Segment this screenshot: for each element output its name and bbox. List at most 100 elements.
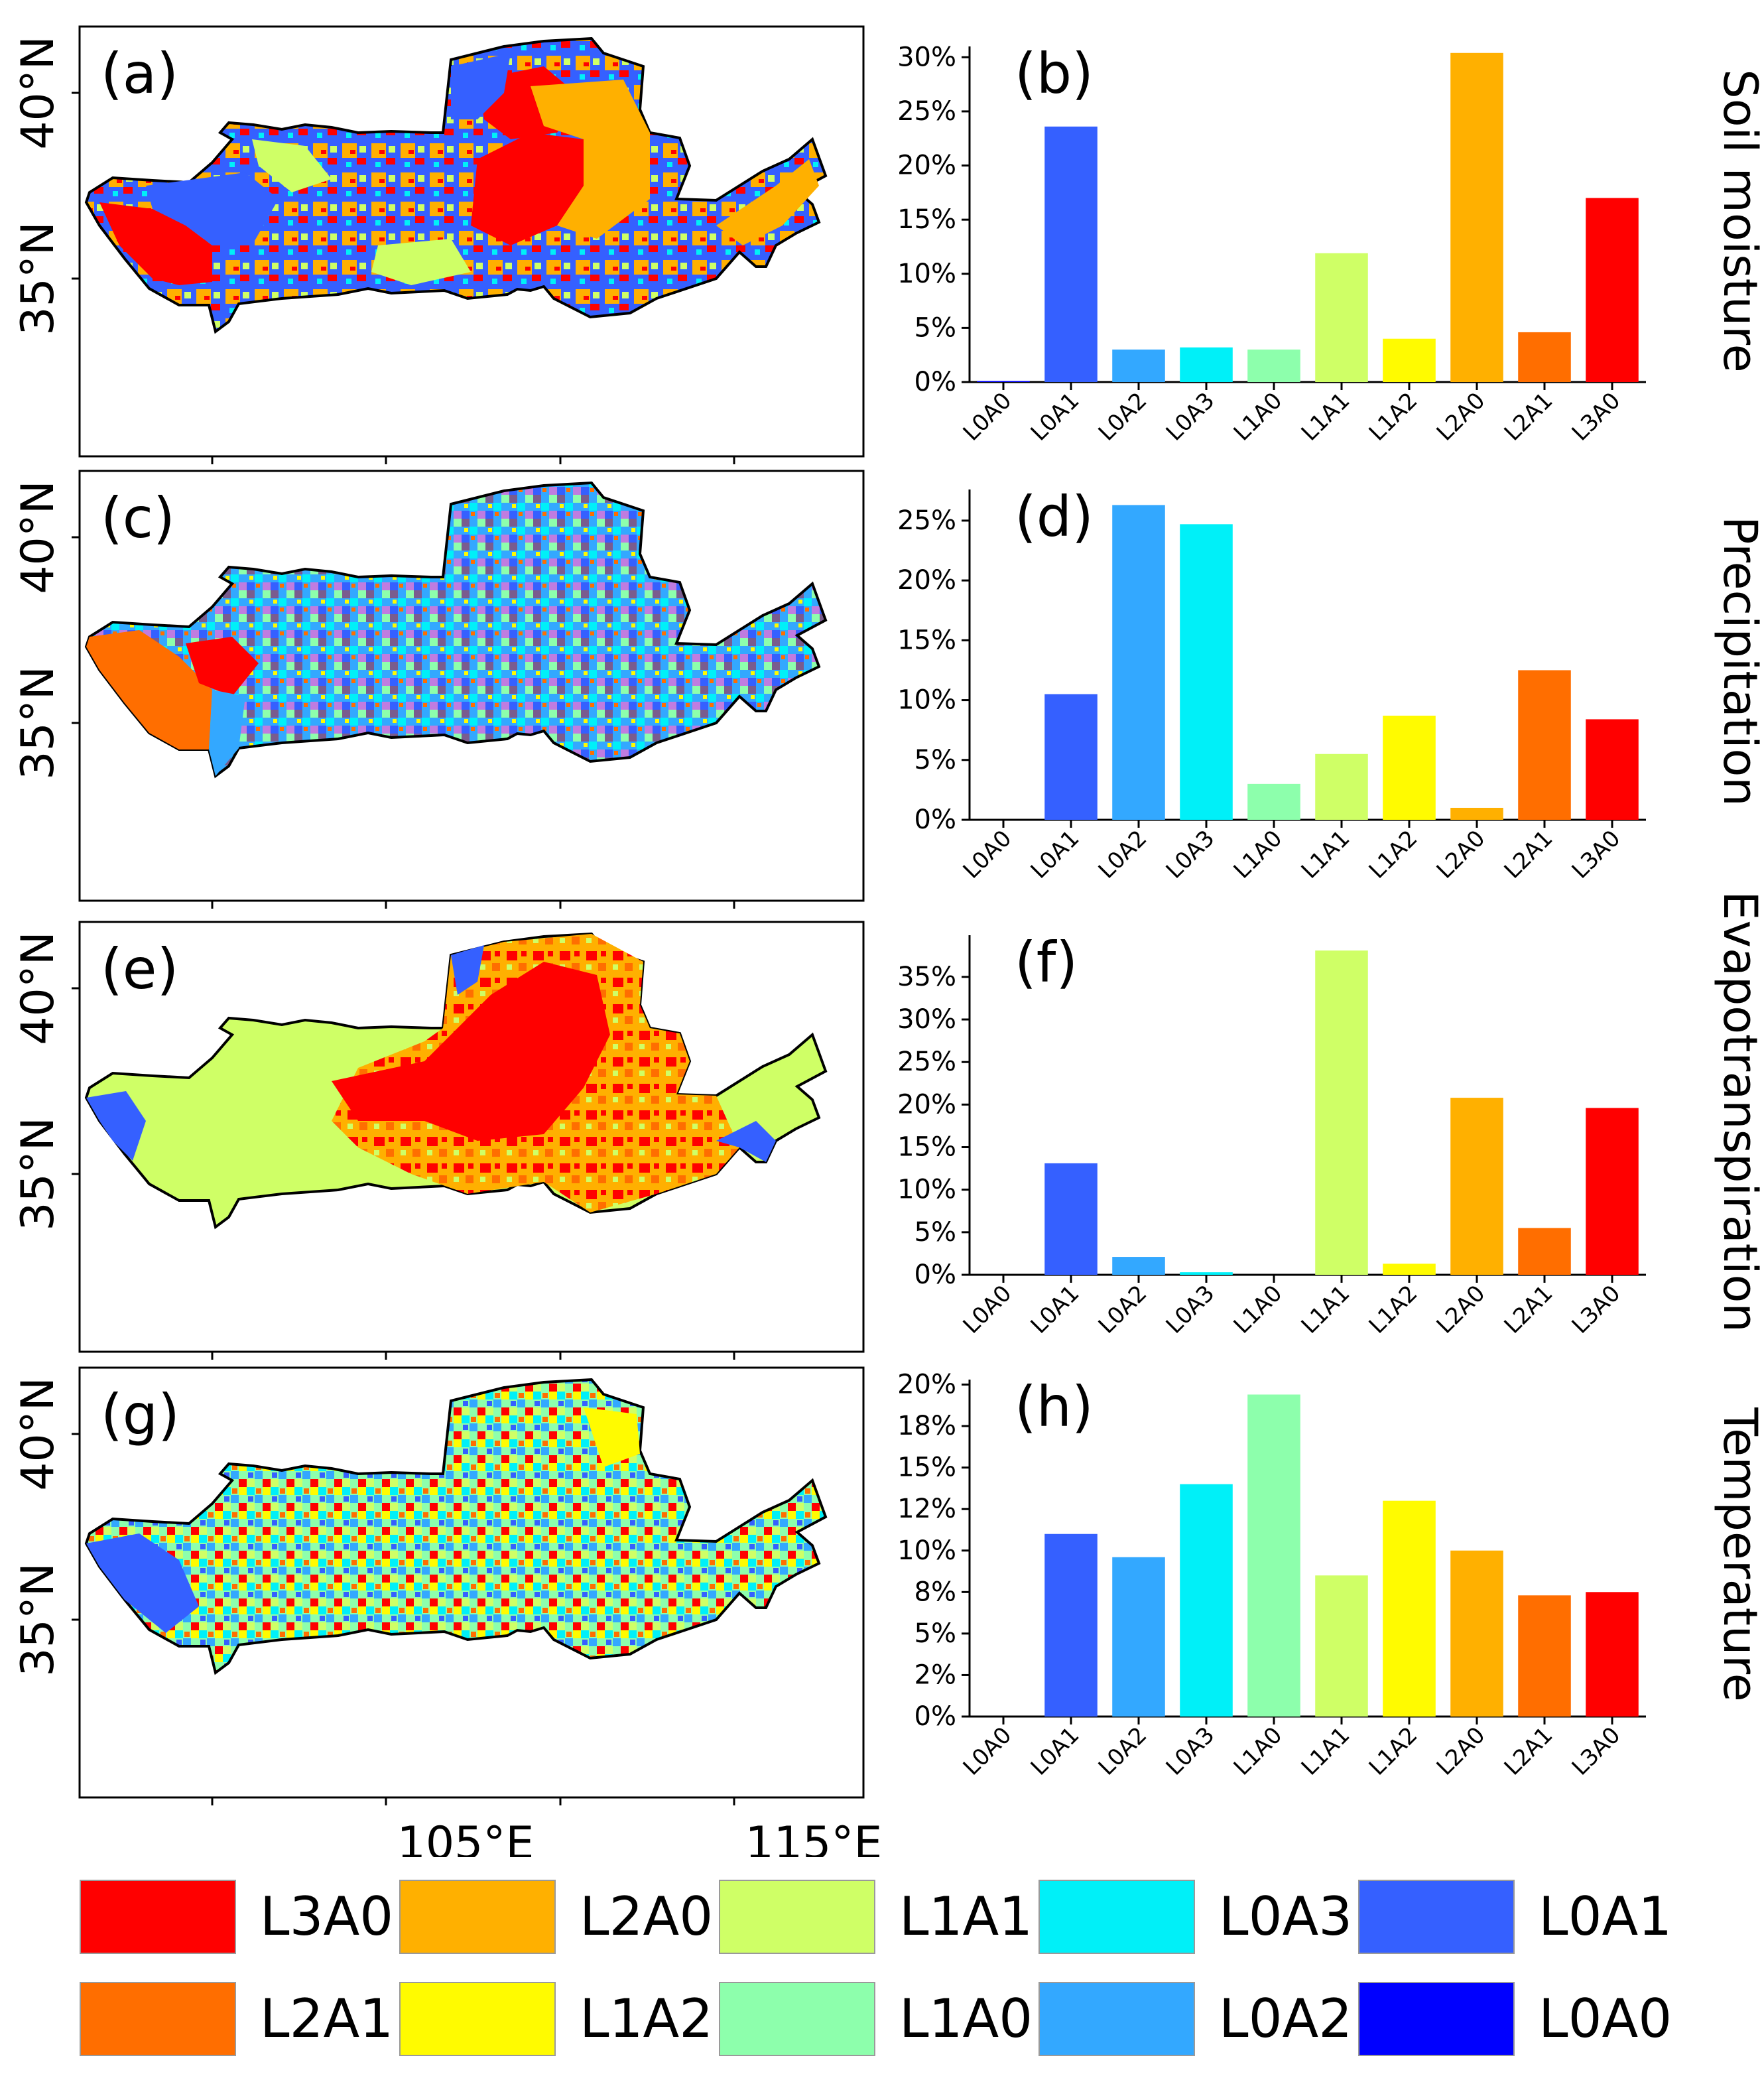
- x-tick-label: L3A0: [1567, 1722, 1626, 1781]
- legend-swatch-L2A0: [399, 1880, 556, 1954]
- y-tick-label: 0%: [914, 367, 956, 397]
- map-panel-e: (e) 40°N 35°N: [12, 921, 865, 1360]
- x-tick-label: L3A0: [1567, 825, 1626, 884]
- map-panel-a: (a) 40°N 35°N: [12, 25, 865, 464]
- panel-label-e: (e): [101, 937, 178, 1002]
- bar-L3A0: [1586, 198, 1639, 382]
- lat-ticks-a: [72, 92, 80, 280]
- x-tick-label: L1A2: [1364, 1722, 1423, 1781]
- bar-L2A1: [1518, 332, 1571, 382]
- map-panel-c: (c) 40°N 35°N: [12, 470, 865, 909]
- lat-label-35-a: 35°N: [12, 222, 64, 335]
- legend-label-L3A0: L3A0: [260, 1886, 394, 1947]
- bar-L0A3: [1180, 524, 1233, 820]
- lat-ticks-e: [72, 987, 80, 1175]
- panel-label: (b): [1015, 41, 1094, 106]
- bar-L1A2: [1383, 1500, 1436, 1717]
- x-tick-label: L1A0: [1229, 1722, 1288, 1781]
- y-tick-label: 10%: [897, 1175, 956, 1205]
- legend-label-L0A0: L0A0: [1539, 1988, 1672, 2049]
- basin-shape-g: [84, 1378, 828, 1675]
- lat-label-35-g: 35°N: [12, 1563, 64, 1676]
- legend-label-L0A1: L0A1: [1539, 1886, 1672, 1947]
- row-title: Precipitation: [1713, 516, 1764, 807]
- legend-swatch-L1A1: [719, 1880, 875, 1954]
- row-title: Soil moisture: [1713, 69, 1764, 372]
- bar-panel-f: 0%5%10%15%20%25%30%35%L0A0 L0A1 L0A2 L0A3 L1…: [897, 891, 1764, 1339]
- bar-L0A2: [1112, 505, 1165, 820]
- lat-label-40-c: 40°N: [12, 480, 64, 594]
- bar-L1A2: [1383, 338, 1436, 382]
- y-tick-label: 5%: [914, 312, 956, 343]
- x-tick-label: L0A0: [958, 825, 1017, 884]
- panel-label: (f): [1015, 930, 1078, 995]
- basin-shape-a: [84, 36, 828, 334]
- lat-label-35-e: 35°N: [12, 1117, 64, 1230]
- legend-swatch-L2A1: [80, 1982, 236, 2056]
- bar-charts: 0%5%10%15%20%25%30%L0A0 L0A1 L0A2 L0A3 L1A0 L…: [897, 41, 1764, 1781]
- x-tick-label: L1A1: [1296, 825, 1355, 884]
- legend-label-L2A1: L2A1: [260, 1988, 394, 2049]
- y-tick-label: 5%: [914, 1217, 956, 1248]
- bar-L2A0: [1450, 52, 1503, 382]
- bar-L1A2: [1383, 1264, 1436, 1275]
- figure-canvas: (a) 40°N 35°N (c) 40°N 35°N: [12, 25, 1764, 1857]
- lat-ticks-g: [72, 1433, 80, 1621]
- panel-label: (d): [1015, 484, 1094, 549]
- legend-label-L0A3: L0A3: [1219, 1886, 1353, 1947]
- y-tick-label: 25%: [897, 96, 956, 127]
- bar-L0A3: [1180, 1272, 1233, 1275]
- lat-ticks-c: [72, 536, 80, 724]
- panel-label: (h): [1015, 1374, 1094, 1439]
- y-tick-label: 30%: [897, 1004, 956, 1035]
- x-tick-label: L0A2: [1094, 387, 1153, 446]
- row-title: Temperature: [1713, 1407, 1764, 1701]
- y-tick-label: 35%: [897, 962, 956, 992]
- bar-L2A1: [1518, 670, 1571, 820]
- y-tick-label: 0%: [914, 805, 956, 835]
- legend-label-L1A0: L1A0: [899, 1988, 1033, 2049]
- x-tick-label: L1A2: [1364, 825, 1423, 884]
- row-title: Evapotranspiration: [1713, 891, 1764, 1332]
- bar-L0A3: [1180, 347, 1233, 382]
- y-tick-label: 20%: [897, 1089, 956, 1120]
- bar-L0A1: [1044, 694, 1098, 820]
- bar-L0A1: [1044, 1533, 1098, 1717]
- lat-label-35-c: 35°N: [12, 666, 64, 779]
- x-tick-label: L1A1: [1296, 1280, 1355, 1339]
- bar-L0A0: [977, 381, 1030, 382]
- x-tick-label: L3A0: [1567, 387, 1626, 446]
- legend-swatch-L3A0: [80, 1880, 236, 1954]
- y-tick-label: 15%: [897, 204, 956, 235]
- bar-L0A1: [1044, 1163, 1098, 1275]
- bar-panel-d: 0% 5% 10% 15% 20% 25% L0A0 L0A1 L0A2 L0A3 L1A0 L1A1…: [897, 484, 1764, 884]
- bar-L3A0: [1586, 719, 1639, 820]
- legend-swatch-L1A2: [399, 1982, 556, 2056]
- bar-L2A0: [1450, 1550, 1503, 1717]
- legend-swatch-L1A0: [719, 1982, 875, 2056]
- x-tick-label: L1A2: [1364, 387, 1423, 446]
- x-tick-label: L2A1: [1499, 825, 1558, 884]
- legend-swatch-L0A3: [1039, 1880, 1195, 1954]
- x-tick-label: L1A1: [1296, 387, 1355, 446]
- lon-label-115: 115°E: [745, 1817, 883, 1857]
- x-tick-label: L0A3: [1161, 825, 1220, 884]
- bar-panel-b: 0%5%10%15%20%25%30%L0A0 L0A1 L0A2 L0A3 L1A0 L…: [897, 41, 1764, 446]
- y-tick-label: 15%: [897, 625, 956, 655]
- y-tick-label: 15%: [897, 1132, 956, 1163]
- x-tick-label: L1A0: [1229, 387, 1288, 446]
- panel-label-a: (a): [101, 41, 178, 106]
- y-tick-label: 10%: [897, 685, 956, 716]
- map-panel-g: (g) 40°N 35°N 105°E 115°E: [12, 1366, 883, 1857]
- bar-L2A1: [1518, 1228, 1571, 1275]
- x-tick-label: L2A0: [1432, 1722, 1491, 1781]
- y-tick-label: 10%: [897, 259, 956, 289]
- y-tick-label: 30%: [897, 42, 956, 72]
- bar-L0A2: [1112, 1257, 1165, 1275]
- bar-L0A1: [1044, 126, 1098, 382]
- y-tick-label: 5%: [914, 745, 956, 775]
- y-tick-label: 12%: [897, 1494, 956, 1524]
- x-tick-label: L2A0: [1432, 1280, 1491, 1339]
- x-tick-label: L0A1: [1026, 1722, 1085, 1781]
- legend-swatch-L0A0: [1358, 1982, 1515, 2056]
